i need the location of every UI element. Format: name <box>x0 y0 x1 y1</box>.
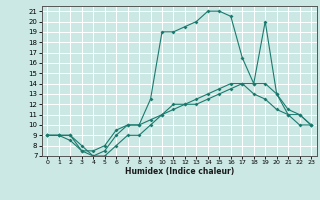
X-axis label: Humidex (Indice chaleur): Humidex (Indice chaleur) <box>124 167 234 176</box>
